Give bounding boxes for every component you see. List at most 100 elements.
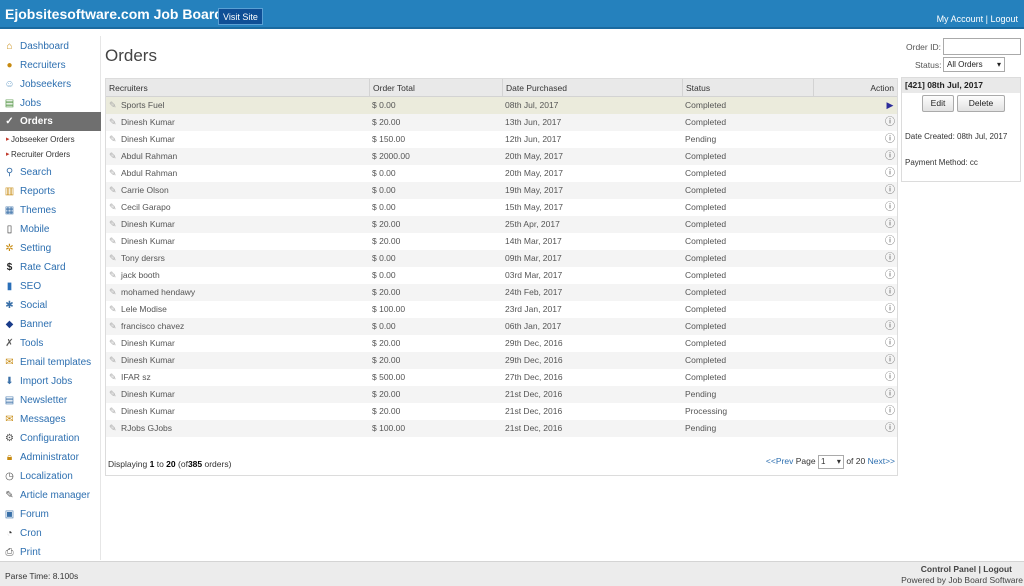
recruiter-name[interactable]: Tony dersrs xyxy=(121,253,165,263)
recruiter-name[interactable]: mohamed hendawy xyxy=(121,287,196,297)
delete-button[interactable]: Delete xyxy=(957,95,1005,112)
sidebar-item-reports[interactable]: ▥ Reports xyxy=(0,182,101,201)
table-row[interactable]: ✎ Abdul Rahman $ 2000.00 20th May, 2017 Comp… xyxy=(106,148,897,165)
sidebar-item-cron[interactable]: ◔ Cron xyxy=(0,524,101,543)
sidebar-item-article-manager[interactable]: ✎ Article manager xyxy=(0,486,101,505)
info-icon[interactable]: ⓘ xyxy=(885,151,895,162)
recruiter-name[interactable]: Dinesh Kumar xyxy=(121,236,175,246)
sidebar-item-print[interactable]: ⎙ Print xyxy=(0,543,101,562)
next-page-link[interactable]: Next>> xyxy=(867,456,895,466)
footer-logout-link[interactable]: Logout xyxy=(983,564,1012,574)
page-select[interactable]: 1 xyxy=(817,454,844,469)
info-icon[interactable]: ⓘ xyxy=(885,253,895,264)
prev-page-link[interactable]: <<Prev xyxy=(765,456,794,466)
table-row[interactable]: ✎ Dinesh Kumar $ 20.00 29th Dec, 2016 Comple… xyxy=(106,352,897,369)
sidebar-item-tools[interactable]: ✗ Tools xyxy=(0,334,101,353)
sidebar-item-import-jobs[interactable]: ⬇ Import Jobs xyxy=(0,372,101,391)
sidebar-subitem-jobseeker-orders[interactable]: ▸ Jobseeker Orders xyxy=(0,132,101,147)
recruiter-name[interactable]: Dinesh Kumar xyxy=(121,406,175,416)
table-row[interactable]: ✎ francisco chavez $ 0.00 06th Jan, 2017 Com… xyxy=(106,318,897,335)
sidebar-item-messages[interactable]: ✉ Messages xyxy=(0,410,101,429)
info-icon[interactable]: ⓘ xyxy=(885,134,895,145)
logout-link[interactable]: Logout xyxy=(990,14,1018,24)
sidebar-item-recruiters[interactable]: ● Recruiters xyxy=(0,56,101,75)
info-icon[interactable]: ⓘ xyxy=(885,287,895,298)
order-id-input[interactable] xyxy=(943,38,1021,55)
recruiter-name[interactable]: Lele Modise xyxy=(121,304,167,314)
recruiter-name[interactable]: Dinesh Kumar xyxy=(121,338,175,348)
sidebar-item-banner[interactable]: ◆ Banner xyxy=(0,315,101,334)
table-row[interactable]: ✎ Dinesh Kumar $ 20.00 14th Mar, 2017 Comple… xyxy=(106,233,897,250)
sidebar-item-localization[interactable]: ◷ Localization xyxy=(0,467,101,486)
table-row[interactable]: ✎ Dinesh Kumar $ 20.00 21st Dec, 2016 Proces… xyxy=(106,403,897,420)
sidebar-item-seo[interactable]: ▮ SEO xyxy=(0,277,101,296)
info-icon[interactable]: ⓘ xyxy=(885,168,895,179)
info-icon[interactable]: ⓘ xyxy=(885,219,895,230)
status-filter-select[interactable]: All Orders xyxy=(943,57,1005,72)
sidebar-item-mobile[interactable]: ▯ Mobile xyxy=(0,220,101,239)
sidebar-item-rate-card[interactable]: $ Rate Card xyxy=(0,258,101,277)
recruiter-name[interactable]: Dinesh Kumar xyxy=(121,389,175,399)
info-icon[interactable]: ⓘ xyxy=(885,355,895,366)
info-icon[interactable]: ⓘ xyxy=(885,406,895,417)
table-row[interactable]: ✎ Dinesh Kumar $ 20.00 21st Dec, 2016 Pendin… xyxy=(106,386,897,403)
recruiter-name[interactable]: Dinesh Kumar xyxy=(121,355,175,365)
recruiter-name[interactable]: RJobs GJobs xyxy=(121,423,173,433)
table-row[interactable]: ✎ IFAR sz $ 500.00 27th Dec, 2016 Completed ⓘ xyxy=(106,369,897,386)
info-icon[interactable]: ⓘ xyxy=(885,236,895,247)
sidebar-item-setting[interactable]: ✲ Setting xyxy=(0,239,101,258)
table-row[interactable]: ✎ Cecil Garapo $ 0.00 15th May, 2017 Complet… xyxy=(106,199,897,216)
info-icon[interactable]: ⓘ xyxy=(885,202,895,213)
sidebar-item-search[interactable]: ⚲ Search xyxy=(0,163,101,182)
column-header-status[interactable]: Status xyxy=(683,79,814,97)
sidebar-item-email-templates[interactable]: ✉ Email templates xyxy=(0,353,101,372)
sidebar-item-configuration[interactable]: ⚙ Configuration xyxy=(0,429,101,448)
table-row[interactable]: ✎ Tony dersrs $ 0.00 09th Mar, 2017 Complete… xyxy=(106,250,897,267)
sidebar-item-newsletter[interactable]: ▤ Newsletter xyxy=(0,391,101,410)
column-header-date-purchased[interactable]: Date Purchased xyxy=(503,79,683,97)
info-icon[interactable]: ⓘ xyxy=(885,372,895,383)
info-icon[interactable]: ⓘ xyxy=(885,389,895,400)
info-icon[interactable]: ⓘ xyxy=(885,270,895,281)
visit-site-button[interactable]: Visit Site xyxy=(218,8,263,25)
my-account-link[interactable]: My Account xyxy=(936,14,984,24)
column-header-recruiters[interactable]: Recruiters xyxy=(106,79,370,97)
recruiter-name[interactable]: Dinesh Kumar xyxy=(121,134,175,144)
sidebar-subitem-recruiter-orders[interactable]: ▸ Recruiter Orders xyxy=(0,147,101,162)
info-icon[interactable]: ⓘ xyxy=(885,117,895,128)
table-row[interactable]: ✎ Carrie Olson $ 0.00 19th May, 2017 Complet… xyxy=(106,182,897,199)
info-icon[interactable]: ⓘ xyxy=(885,321,895,332)
column-header-order-total[interactable]: Order Total xyxy=(370,79,503,97)
recruiter-name[interactable]: Dinesh Kumar xyxy=(121,219,175,229)
table-row[interactable]: ✎ Dinesh Kumar $ 20.00 13th Jun, 2017 Comple… xyxy=(106,114,897,131)
sidebar-item-jobs[interactable]: ▤ Jobs xyxy=(0,94,101,113)
vendor-link[interactable]: Job Board Software xyxy=(948,575,1023,585)
sidebar-item-social[interactable]: ✱ Social xyxy=(0,296,101,315)
sidebar-item-jobseekers[interactable]: ☺ Jobseekers xyxy=(0,75,101,94)
table-row[interactable]: ✎ Lele Modise $ 100.00 23rd Jan, 2017 Comple… xyxy=(106,301,897,318)
recruiter-name[interactable]: francisco chavez xyxy=(121,321,185,331)
recruiter-name[interactable]: Cecil Garapo xyxy=(121,202,171,212)
recruiter-name[interactable]: Abdul Rahman xyxy=(121,151,178,161)
recruiter-name[interactable]: IFAR sz xyxy=(121,372,151,382)
sidebar-item-themes[interactable]: ▦ Themes xyxy=(0,201,101,220)
info-icon[interactable]: ⓘ xyxy=(885,423,895,434)
sidebar-item-forum[interactable]: ▣ Forum xyxy=(0,505,101,524)
recruiter-name[interactable]: Sports Fuel xyxy=(121,100,165,110)
recruiter-name[interactable]: Dinesh Kumar xyxy=(121,117,175,127)
control-panel-link[interactable]: Control Panel xyxy=(920,564,977,574)
info-icon[interactable]: ⓘ xyxy=(885,185,895,196)
site-brand[interactable]: Ejobsitesoftware.com Job Board xyxy=(5,6,223,22)
table-row[interactable]: ✎ Dinesh Kumar $ 20.00 25th Apr, 2017 Comple… xyxy=(106,216,897,233)
table-row[interactable]: ✎ Abdul Rahman $ 0.00 20th May, 2017 Complet… xyxy=(106,165,897,182)
sidebar-item-orders[interactable]: ✓ Orders xyxy=(0,112,101,131)
selected-arrow-icon[interactable]: ▶ xyxy=(886,100,894,110)
table-row[interactable]: ✎ jack booth $ 0.00 03rd Mar, 2017 Completed… xyxy=(106,267,897,284)
table-row[interactable]: ✎ mohamed hendawy $ 20.00 24th Feb, 2017 Com… xyxy=(106,284,897,301)
table-row[interactable]: ✎ Dinesh Kumar $ 150.00 12th Jun, 2017 Pendi… xyxy=(106,131,897,148)
sidebar-item-dashboard[interactable]: ⌂ Dashboard xyxy=(0,37,101,56)
sidebar-item-administrator[interactable]: 🔒︎ Administrator xyxy=(0,448,101,467)
info-icon[interactable]: ⓘ xyxy=(885,338,895,349)
recruiter-name[interactable]: jack booth xyxy=(121,270,160,280)
table-row[interactable]: ✎ Dinesh Kumar $ 20.00 29th Dec, 2016 Comple… xyxy=(106,335,897,352)
